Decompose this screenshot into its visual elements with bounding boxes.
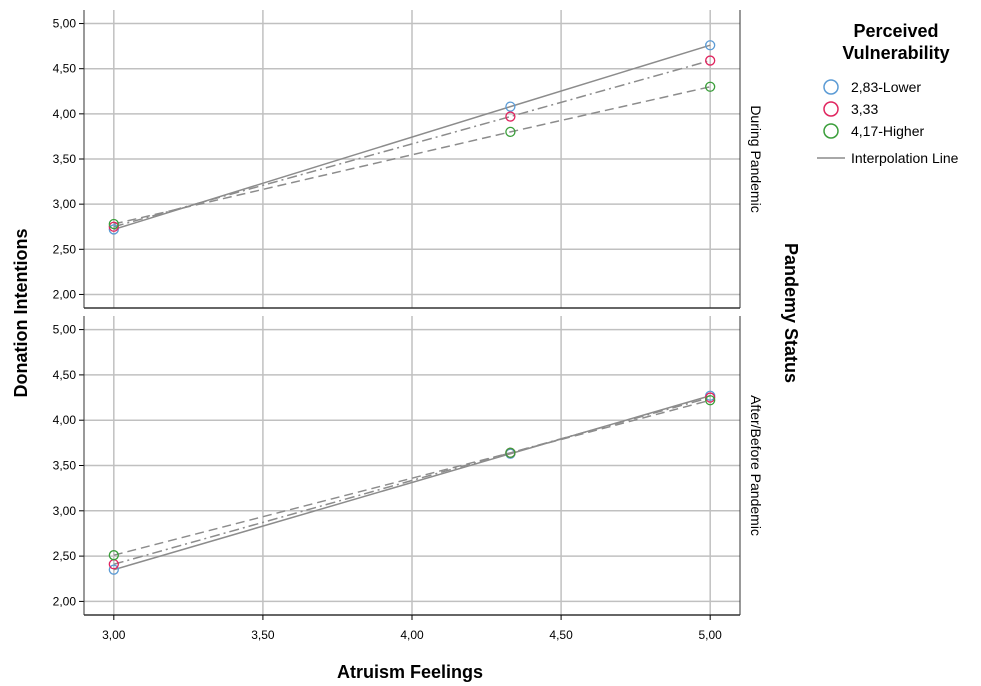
y-tick-label: 4,50	[53, 368, 77, 382]
x-tick-label: 3,00	[102, 628, 126, 642]
x-axis-title: Atruism Feelings	[337, 662, 483, 682]
panel-1: 2,00 2,50 3,00 3,50 4,00 4,50 5,00 During Pande…	[53, 10, 764, 309]
data-point-series-1	[108, 564, 119, 575]
data-point-series-2	[108, 221, 119, 232]
panel-strip-label: After/Before Pandemic	[748, 395, 764, 536]
legend-swatch-3	[823, 123, 839, 139]
y-tick-label: 3,00	[53, 504, 77, 518]
legend-title-line2: Vulnerability	[842, 43, 949, 63]
y-tick-label: 3,50	[53, 152, 77, 166]
y-tick-label: 3,00	[53, 197, 77, 211]
interpolation-line-3	[113, 399, 711, 556]
data-point-series-3	[705, 395, 716, 406]
legend-swatch-1	[823, 79, 839, 95]
data-point-series-2	[705, 392, 716, 403]
legend-label-1: 2,83-Lower	[851, 79, 921, 95]
legend-label-3: 4,17-Higher	[851, 123, 924, 139]
interpolation-line-1	[113, 395, 711, 571]
data-point-series-1	[505, 101, 516, 112]
legend-swatch-2	[823, 101, 839, 117]
plot-layer: 2,00 2,50 3,00 3,50 4,00 4,50 5,00 During Pande…	[53, 10, 764, 642]
data-point-series-2	[505, 111, 516, 122]
data-point-series-3	[505, 447, 516, 458]
data-point-series-2	[705, 55, 716, 66]
panel-2: 2,00 2,50 3,00 3,50 4,00 4,50 5,00 After/Before…	[53, 316, 764, 616]
y-axis-title: Donation Intentions	[11, 229, 31, 398]
data-point-series-1	[705, 40, 716, 51]
interpolation-line-3	[113, 86, 711, 225]
legend-items: 2,83-Lower 3,33 4,17-Higher	[823, 79, 924, 139]
interpolation-line-1	[113, 44, 711, 231]
y-tick-label: 2,00	[53, 594, 77, 608]
y-tick-label: 2,50	[53, 242, 77, 256]
panel-axis-title: Pandemy Status	[781, 243, 801, 383]
x-tick-label: 5,00	[699, 628, 723, 642]
data-point-series-3	[108, 218, 119, 230]
y-tick-label: 2,50	[53, 549, 77, 563]
y-tick-label: 4,00	[53, 107, 77, 121]
y-tick-label: 4,50	[53, 62, 77, 76]
legend-interpolation-label: Interpolation Line	[851, 150, 959, 166]
legend: Perceived Vulnerability 2,83-Lower 3,33 4,…	[817, 21, 959, 166]
y-tick-label: 5,00	[53, 17, 77, 31]
legend-title-line1: Perceived	[853, 21, 938, 41]
y-tick-label: 5,00	[53, 323, 77, 337]
data-point-series-3	[108, 550, 119, 561]
data-point-series-1	[108, 224, 119, 235]
y-tick-label: 3,50	[53, 459, 77, 473]
y-tick-label: 4,00	[53, 413, 77, 427]
data-point-series-3	[505, 126, 516, 138]
x-tick-label: 4,50	[549, 628, 573, 642]
x-tick-label: 4,00	[400, 628, 424, 642]
interpolation-line-2	[113, 59, 711, 228]
legend-label-2: 3,33	[851, 101, 878, 117]
data-point-series-3	[705, 81, 716, 92]
x-tick-label: 3,50	[251, 628, 275, 642]
y-tick-label: 2,00	[53, 287, 77, 301]
panel-strip-label: During Pandemic	[748, 105, 764, 212]
